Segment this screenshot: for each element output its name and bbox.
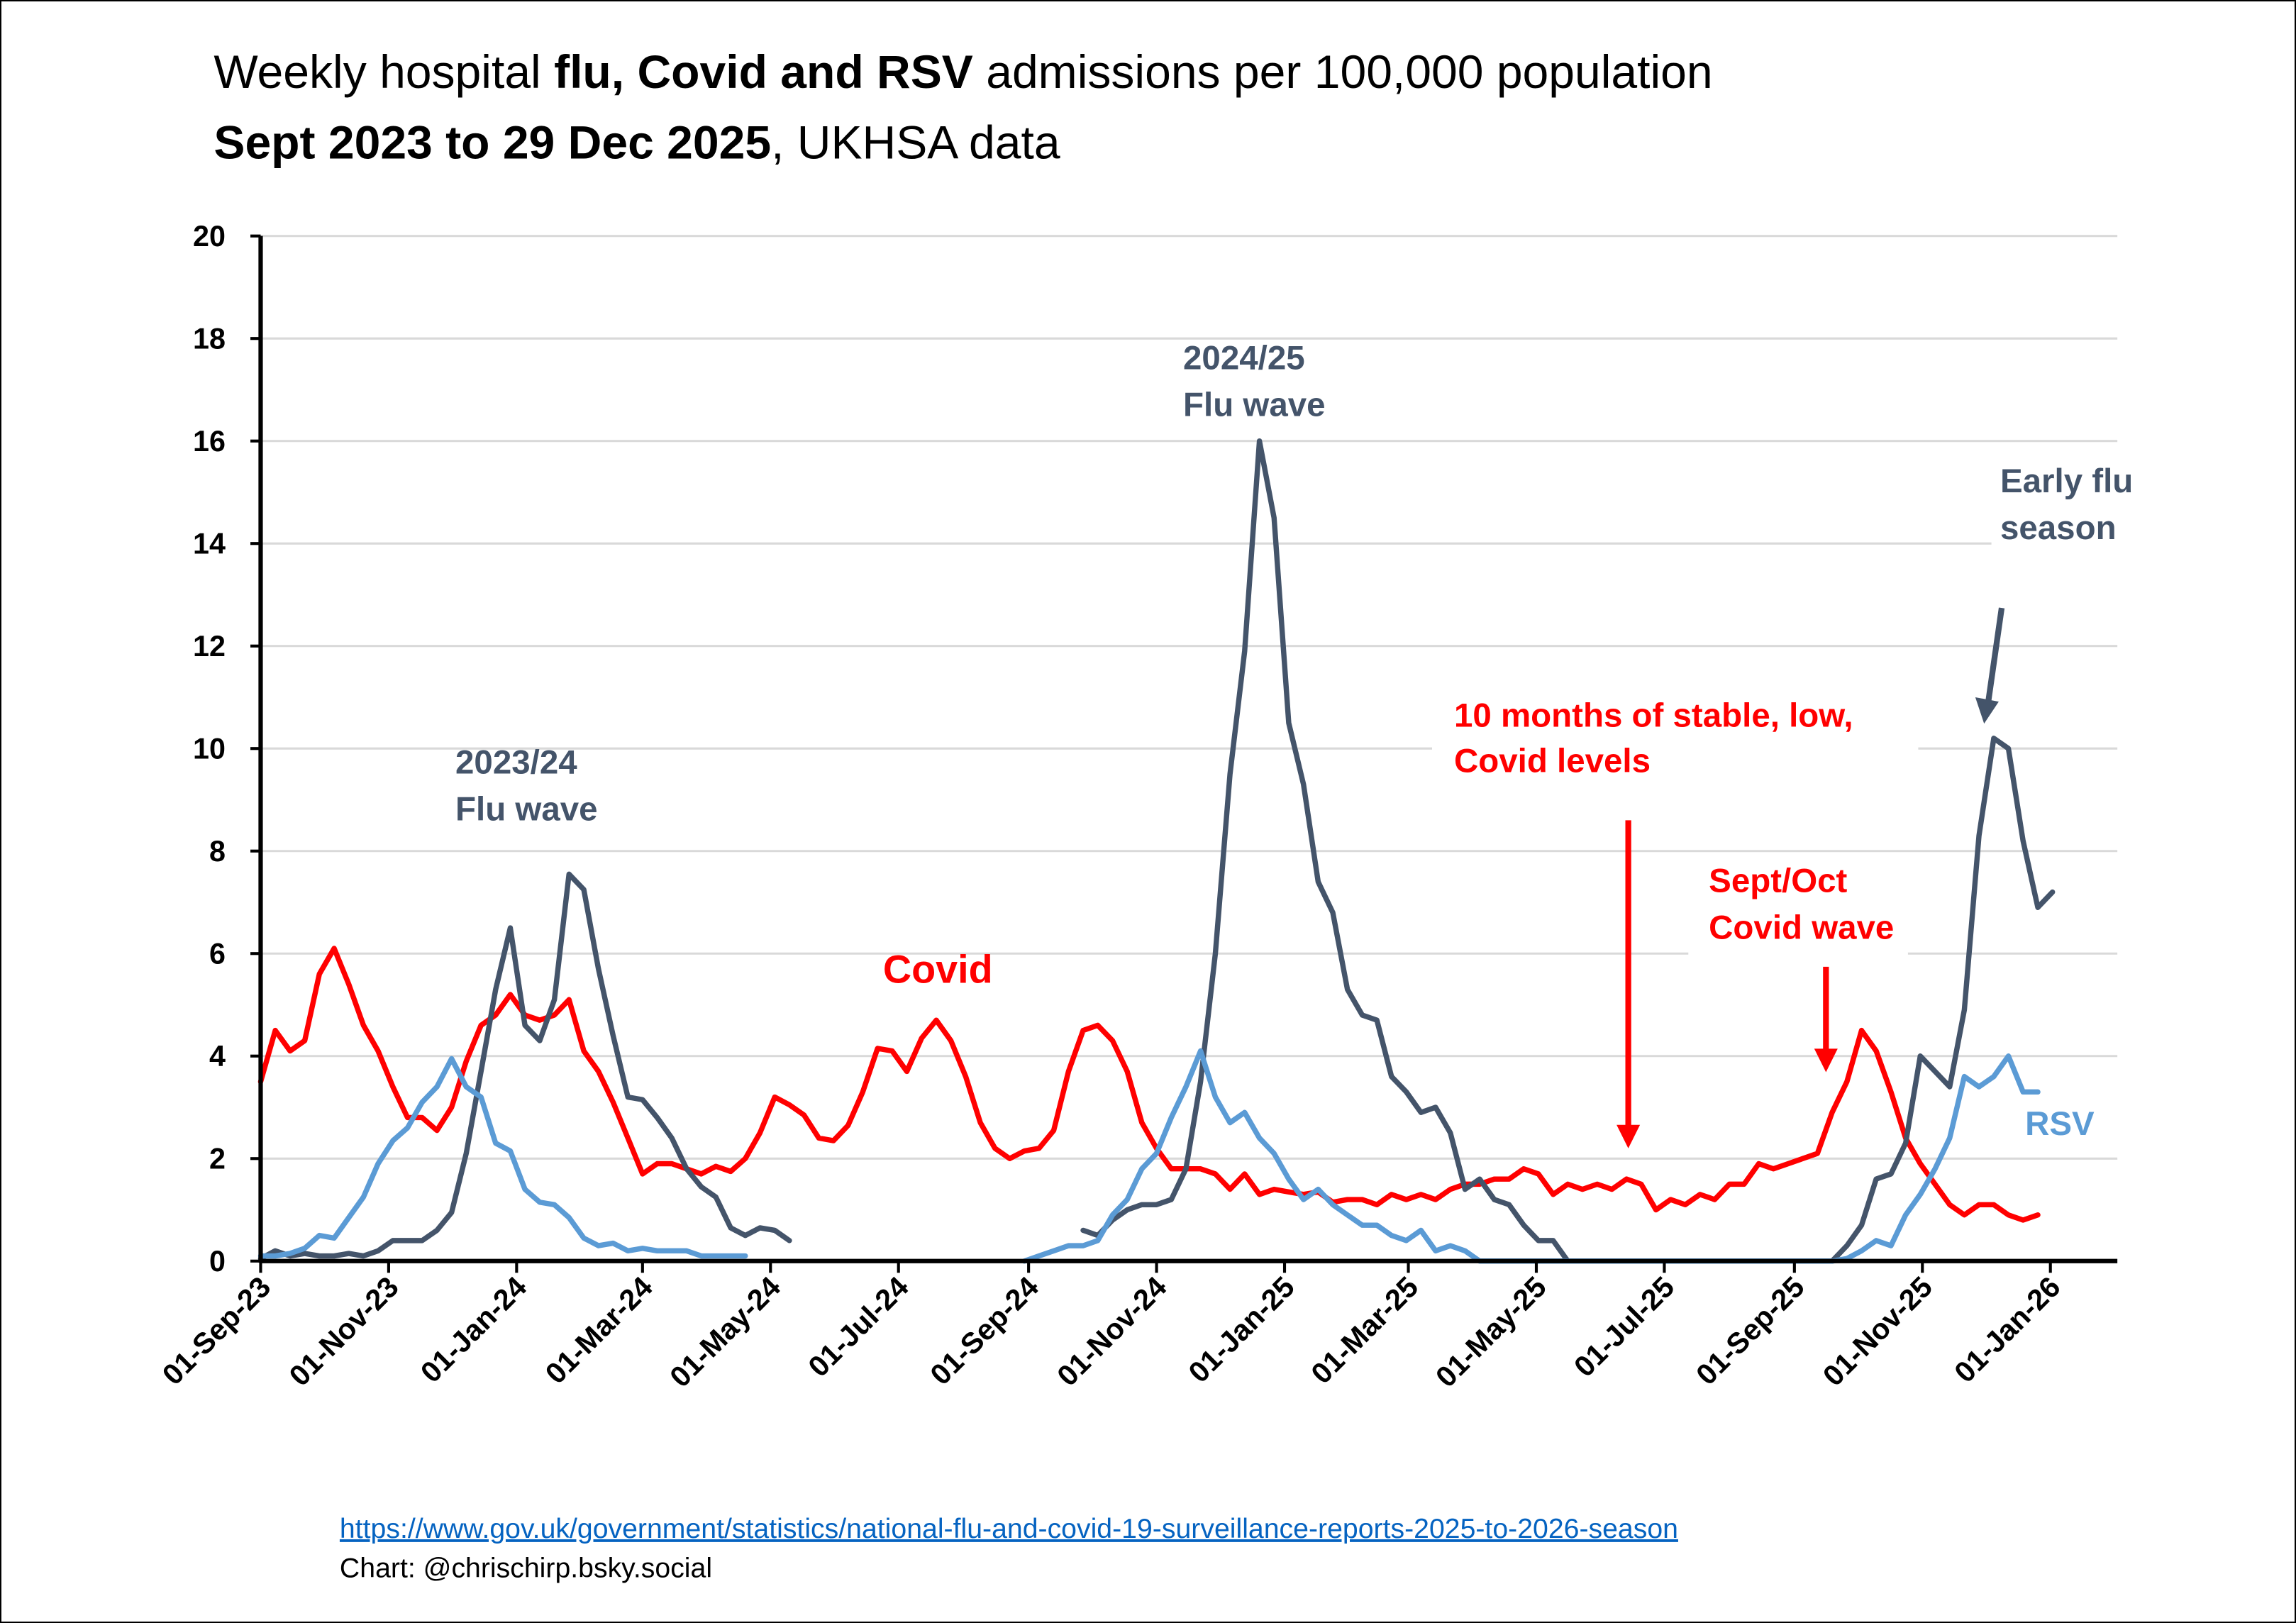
y-tick-label: 4: [209, 1040, 226, 1073]
arrow-septoct-wave: [1814, 966, 1838, 1073]
x-tick-label: 01-Nov-24: [1050, 1270, 1172, 1392]
series-line-flu: [257, 871, 792, 1261]
arrow-stable-covid: [1616, 820, 1641, 1148]
chart-title-line2: Sept 2023 to 29 Dec 2025, UKHSA data: [213, 116, 1060, 168]
y-tick-label: 2: [209, 1143, 226, 1175]
x-tick-label: 01-Mar-24: [539, 1270, 659, 1390]
y-tick-labels: 0 2 4 6 8 10 12 14 16 18 20: [193, 220, 261, 1278]
chart-credit: Chart: @chrischirp.bsky.social: [340, 1553, 712, 1584]
x-tick-label: 01-Jul-25: [1568, 1270, 1680, 1383]
x-tick-label: 01-Mar-25: [1305, 1270, 1425, 1390]
y-tick-label: 12: [193, 630, 226, 663]
x-tick-label: 01-Sep-24: [924, 1270, 1045, 1391]
chart-title-line1: Weekly hospital flu, Covid and RSV admis…: [213, 45, 1712, 98]
x-tick-label: 01-Nov-23: [283, 1270, 405, 1392]
x-tick-label: 01-Jan-26: [1948, 1270, 2066, 1389]
annotation-early-flu-line1: Early flu: [2000, 462, 2133, 500]
x-tick-label: 01-Nov-25: [1817, 1270, 1939, 1392]
x-tick-label: 01-Jan-24: [414, 1270, 533, 1389]
annotation-early-flu-line2: season: [2000, 509, 2117, 547]
x-tick-label: 01-Jul-24: [802, 1270, 915, 1383]
annotation-flu-2425-line1: 2024/25: [1183, 340, 1305, 377]
y-tick-label: 6: [209, 938, 226, 970]
annotation-backgrounds: [1431, 454, 2139, 963]
annotation-septoct-line1: Sept/Oct: [1709, 863, 1847, 900]
annotation-flu-2324-line2: Flu wave: [455, 790, 597, 828]
y-tick-label: 10: [193, 733, 226, 765]
annotation-rsv-label: RSV: [2025, 1105, 2095, 1143]
y-tick-label: 18: [193, 323, 226, 355]
y-tick-label: 0: [209, 1245, 226, 1278]
annotation-septoct-line2: Covid wave: [1709, 909, 1894, 947]
y-tick-label: 16: [193, 425, 226, 458]
x-tick-label: 01-Sep-23: [156, 1270, 277, 1391]
arrow-early-flu: [1975, 607, 2005, 724]
annotation-stable-line2: Covid levels: [1454, 742, 1651, 780]
x-tick-label: 01-Sep-25: [1690, 1270, 1810, 1391]
y-tick-label: 8: [209, 835, 226, 868]
annotation-flu-2324-line1: 2023/24: [455, 743, 577, 781]
source-link[interactable]: https://www.gov.uk/government/statistics…: [340, 1513, 1678, 1544]
series-line-covid: [257, 946, 2041, 1223]
x-tick-label: 01-Jan-25: [1182, 1270, 1301, 1389]
annotation-covid-label: Covid: [883, 948, 993, 992]
annotations: 2023/24 Flu wave 2024/25 Flu wave Early …: [455, 340, 2133, 1148]
x-tick-labels: 01-Sep-23 01-Nov-23 01-Jan-24 01-Mar-24 01-M…: [156, 1261, 2067, 1394]
series-line-rsv: [257, 1056, 748, 1259]
y-tick-label: 14: [193, 528, 226, 560]
annotation-flu-2425-line2: Flu wave: [1183, 387, 1326, 424]
x-tick-label: 01-May-24: [664, 1270, 787, 1394]
y-tick-label: 20: [193, 220, 226, 253]
annotation-stable-line1: 10 months of stable, low,: [1454, 697, 1853, 734]
x-tick-label: 01-May-25: [1429, 1270, 1553, 1394]
